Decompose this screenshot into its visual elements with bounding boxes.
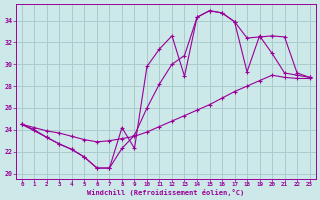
X-axis label: Windchill (Refroidissement éolien,°C): Windchill (Refroidissement éolien,°C) [87,189,244,196]
